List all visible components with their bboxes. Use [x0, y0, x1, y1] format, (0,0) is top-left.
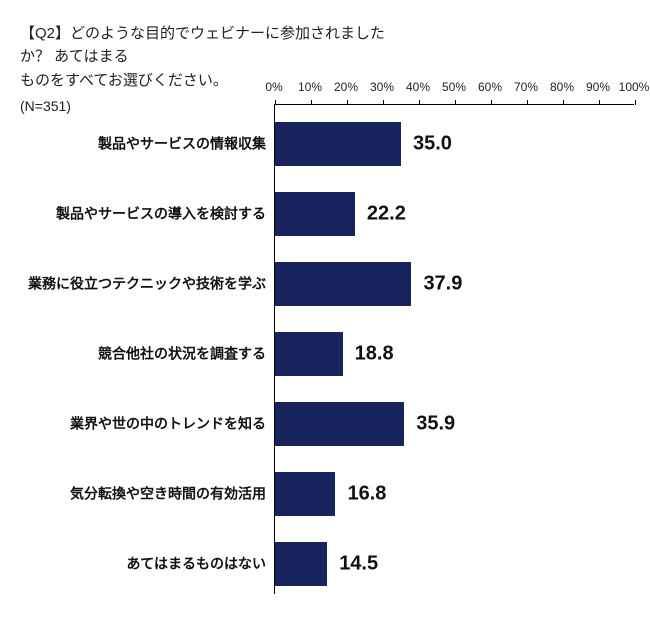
bar: [275, 262, 411, 306]
category-label: 製品やサービスの情報収集: [20, 136, 266, 153]
value-label: 35.9: [416, 413, 455, 436]
category-label: 業務に役立つテクニックや技術を学ぶ: [20, 276, 266, 293]
x-tick-label: 60%: [478, 80, 502, 94]
bar: [275, 402, 404, 446]
x-tick-label: 20%: [334, 80, 358, 94]
x-tick-mark: [635, 100, 636, 105]
value-label: 16.8: [347, 483, 386, 506]
value-label: 14.5: [339, 553, 378, 576]
x-axis-labels: 0%10%20%30%40%50%60%70%80%90%100%: [274, 80, 634, 100]
value-label: 37.9: [423, 273, 462, 296]
x-tick-label: 100%: [619, 80, 650, 94]
bar: [275, 472, 335, 516]
category-label: 競合他社の状況を調査する: [20, 346, 266, 363]
chart-row: 気分転換や空き時間の有効活用 16.8: [20, 472, 630, 516]
x-tick-label: 30%: [370, 80, 394, 94]
chart-canvas: 【Q2】どのような目的でウェビナーに参加されましたか？ あてはまる ものをすべて…: [0, 0, 650, 618]
x-tick-label: 70%: [514, 80, 538, 94]
category-label: 業界や世の中のトレンドを知る: [20, 416, 266, 433]
chart-area: 0%10%20%30%40%50%60%70%80%90%100% 製品やサービ…: [20, 82, 630, 602]
x-tick-label: 80%: [550, 80, 574, 94]
bar: [275, 192, 355, 236]
category-label: あてはまるものはない: [20, 556, 266, 573]
x-tick-label: 40%: [406, 80, 430, 94]
chart-row: 製品やサービスの情報収集 35.0: [20, 122, 630, 166]
x-tick-label: 0%: [265, 80, 282, 94]
x-tick-label: 50%: [442, 80, 466, 94]
bar: [275, 542, 327, 586]
chart-row: あてはまるものはない 14.5: [20, 542, 630, 586]
x-tick-label: 10%: [298, 80, 322, 94]
chart-row: 製品やサービスの導入を検討する 22.2: [20, 192, 630, 236]
bar: [275, 332, 343, 376]
chart-row: 業界や世の中のトレンドを知る 35.9: [20, 402, 630, 446]
bar: [275, 122, 401, 166]
chart-row: 業務に役立つテクニックや技術を学ぶ 37.9: [20, 262, 630, 306]
category-label: 気分転換や空き時間の有効活用: [20, 486, 266, 503]
chart-row: 競合他社の状況を調査する 18.8: [20, 332, 630, 376]
chart-title-line1: 【Q2】どのような目的でウェビナーに参加されましたか？ あてはまる: [20, 25, 385, 65]
value-label: 18.8: [355, 343, 394, 366]
category-label: 製品やサービスの導入を検討する: [20, 206, 266, 223]
value-label: 22.2: [367, 203, 406, 226]
value-label: 35.0: [413, 133, 452, 156]
chart-rows: 製品やサービスの情報収集 35.0 製品やサービスの導入を検討する 22.2 業務に役立…: [20, 104, 630, 594]
x-tick-label: 90%: [586, 80, 610, 94]
